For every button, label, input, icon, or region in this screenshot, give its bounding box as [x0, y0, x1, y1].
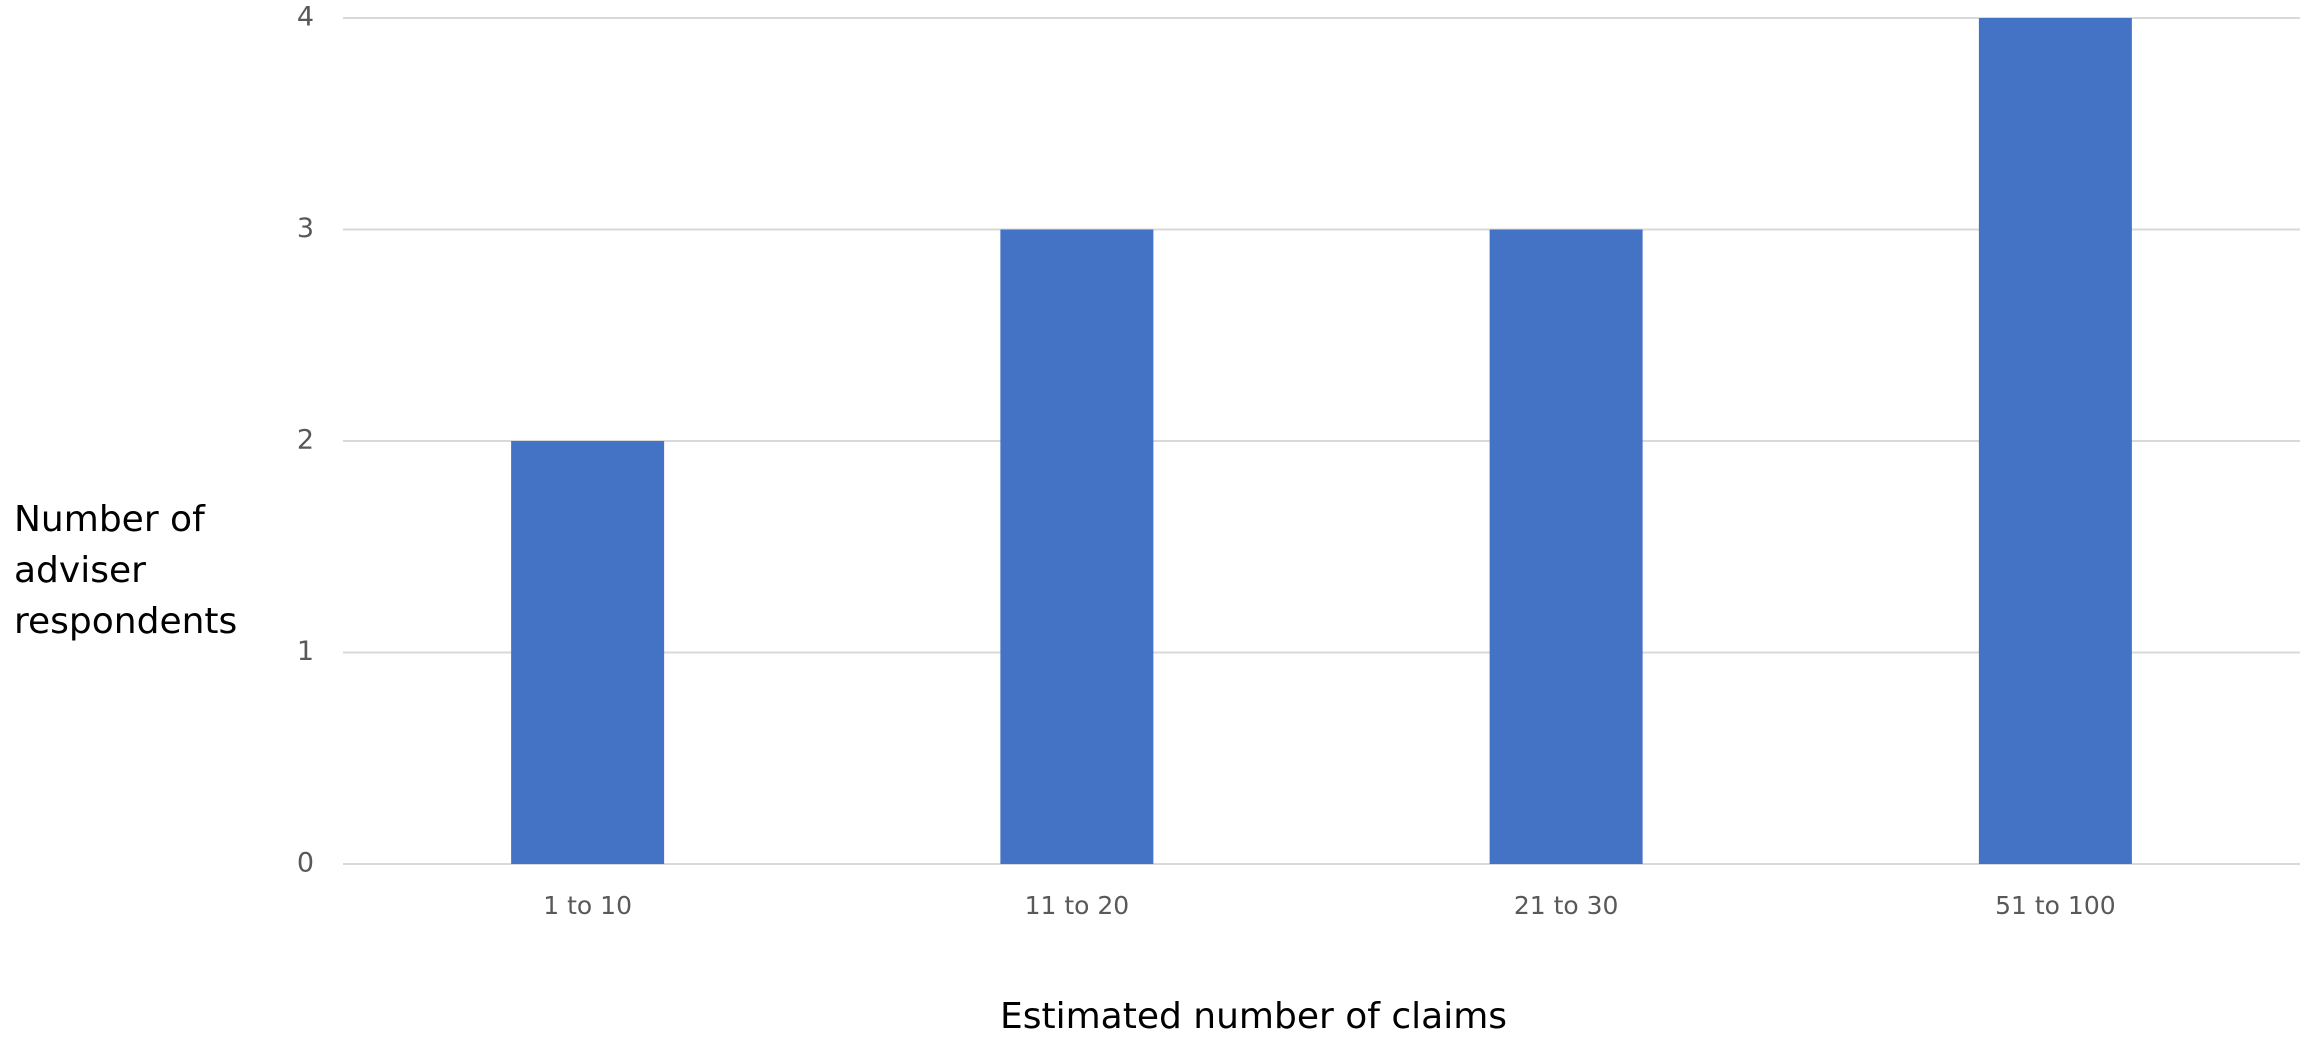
gridlines: [343, 17, 2300, 865]
bar: [1978, 18, 2132, 864]
bars: [511, 18, 2132, 864]
y-tick-label: 4: [297, 2, 314, 33]
x-axis-label: Estimated number of claims: [0, 996, 2311, 1037]
bar: [1000, 229, 1154, 864]
bar: [1489, 229, 1643, 864]
x-axis-label-text: Estimated number of claims: [999, 996, 1508, 1037]
y-tick-label: 1: [297, 636, 314, 667]
bar: [511, 441, 665, 864]
x-tick-label: 11 to 20: [1025, 891, 1130, 920]
y-axis-label: Number of adviser respondents: [14, 499, 238, 642]
y-tick-label: 3: [297, 213, 314, 244]
x-axis-ticks: 1 to 10 11 to 20 21 to 30 51 to 100: [543, 891, 2115, 920]
x-tick-label: 51 to 100: [1995, 891, 2116, 920]
y-tick-label: 0: [297, 848, 314, 879]
x-tick-label: 1 to 10: [543, 891, 632, 920]
y-tick-label: 2: [297, 425, 314, 456]
y-axis-ticks: 0 1 2 3 4: [297, 2, 314, 879]
x-tick-label: 21 to 30: [1514, 891, 1619, 920]
